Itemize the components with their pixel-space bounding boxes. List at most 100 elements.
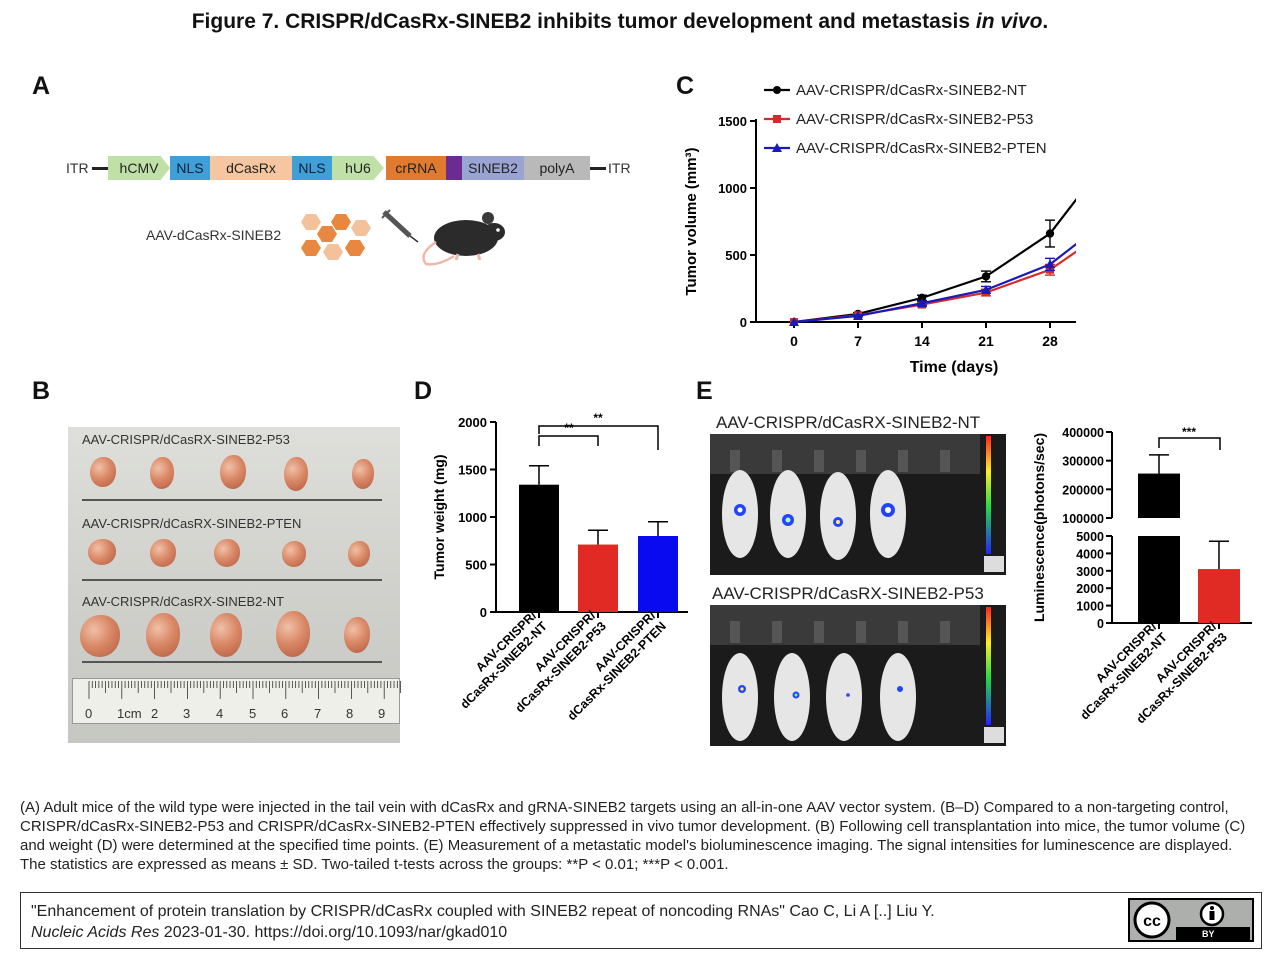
y-tick-label: 500 xyxy=(465,558,487,573)
y-tick-label: 0 xyxy=(480,605,487,620)
legend-label: AAV-CRISPR/dCasRx-SINEB2-NT xyxy=(796,82,1027,99)
significance-label: ** xyxy=(593,411,603,425)
panel-a-label: A xyxy=(32,72,51,100)
y-tick-label: 1500 xyxy=(718,114,747,129)
ruler-label: 9 xyxy=(378,706,386,721)
tumor xyxy=(150,539,176,567)
citation-journal: Nucleic Acids Res xyxy=(31,924,160,941)
hu6-element: hU6 xyxy=(332,156,384,180)
x-tick-label: 0 xyxy=(790,333,798,349)
x-tick-label: 28 xyxy=(1042,333,1058,349)
citation-box: "Enhancement of protein translation by C… xyxy=(20,892,1262,949)
ruler-label: 2 xyxy=(151,706,159,721)
mouse-imaging-graphic xyxy=(710,605,1004,743)
y-axis-title: Tumor weight (mg) xyxy=(431,455,447,580)
citation-title: "Enhancement of protein translation by C… xyxy=(31,903,935,920)
row-divider xyxy=(82,579,382,581)
tumor xyxy=(220,455,246,489)
legend-label: AAV-CRISPR/dCasRx-SINEB2-PTEN xyxy=(796,140,1047,157)
sineb2-element: SINEB2 xyxy=(462,156,524,180)
ruler-label: 7 xyxy=(314,706,322,721)
x-tick-label: 14 xyxy=(914,333,930,349)
aav-particles-icon xyxy=(301,214,371,260)
tumor xyxy=(150,457,174,489)
bar xyxy=(1198,569,1240,623)
tumor xyxy=(88,539,116,565)
significance-label: *** xyxy=(1182,425,1196,439)
y-tick-label: 2000 xyxy=(1076,582,1104,596)
itr-left: ITR xyxy=(66,160,89,176)
x-axis-title: Time (days) xyxy=(910,359,999,376)
tumor xyxy=(90,457,116,487)
linker-element xyxy=(446,156,462,180)
y-tick-label: 0 xyxy=(740,315,747,330)
ruler-ticks xyxy=(88,681,401,699)
tumor xyxy=(282,541,306,567)
bar xyxy=(1138,536,1180,623)
vector-label: AAV-dCasRx-SINEB2 xyxy=(146,227,282,243)
ruler-label: 3 xyxy=(183,706,191,721)
y-tick-label: 100000 xyxy=(1062,512,1104,526)
tumor xyxy=(352,459,374,489)
panel-e-label: E xyxy=(696,377,713,405)
ruler-label: 1cm xyxy=(117,706,142,721)
data-point xyxy=(917,298,927,308)
mouse-icon xyxy=(422,212,505,266)
nls-element-1: NLS xyxy=(170,156,210,180)
row-divider xyxy=(82,499,382,501)
ruler-label: 4 xyxy=(216,706,224,721)
y-tick-label: 500 xyxy=(725,248,747,263)
y-tick-label: 1000 xyxy=(718,181,747,196)
tumor xyxy=(210,613,242,657)
y-tick-label: 300000 xyxy=(1062,455,1104,469)
itr-right-line xyxy=(590,167,606,170)
data-point xyxy=(853,310,863,320)
y-tick-label: 400000 xyxy=(1062,426,1104,440)
row-label-p53: AAV-CRISPR/dCasRX-SINEB2-P53 xyxy=(82,432,290,447)
license-type: BY xyxy=(1202,929,1215,939)
y-tick-label: 5000 xyxy=(1076,530,1104,544)
cc-by-badge[interactable]: cc BY xyxy=(1128,898,1254,942)
svg-text:cc: cc xyxy=(1143,913,1161,930)
x-tick-label: 7 xyxy=(854,333,862,349)
bioluminescence-image-nt xyxy=(710,434,1006,575)
tumor xyxy=(348,541,370,567)
citation-source: Nucleic Acids Res 2023-01-30. https://do… xyxy=(31,922,1251,943)
y-axis-title: Luminescence(photons/sec) xyxy=(1031,433,1047,622)
tumor xyxy=(80,615,120,657)
data-point xyxy=(917,293,927,303)
imaging-label-nt: AAV-CRISPR/dCasRX-SINEB2-NT xyxy=(716,413,981,432)
luminescence-chart: 100000 200000 300000 400000 0 1000 2000 3000 400… xyxy=(1031,425,1252,726)
panel-d-label: D xyxy=(414,377,433,405)
bar xyxy=(1138,473,1180,518)
significance-bracket xyxy=(1158,437,1221,450)
citation-date-doi[interactable]: 2023-01-30. https://doi.org/10.1093/nar/… xyxy=(159,924,508,941)
figure-title: Figure 7. CRISPR/dCasRx-SINEB2 inhibits … xyxy=(191,10,1049,33)
legend-marker xyxy=(773,86,781,94)
ruler-label: 0 xyxy=(85,706,93,721)
cc-license-icon: cc xyxy=(1133,901,1250,940)
ruler: 0 1cm 2 3 4 5 6 7 8 9 xyxy=(72,678,401,724)
ruler-label: 6 xyxy=(281,706,289,721)
polya-element: polyA xyxy=(524,156,590,180)
tumor xyxy=(344,617,370,653)
figure-caption: (A) Adult mice of the wild type were inj… xyxy=(20,799,1246,873)
series-line xyxy=(793,250,1076,324)
y-axis-title: Tumor volume (mm³) xyxy=(683,147,700,295)
nls-element-2: NLS xyxy=(292,156,332,180)
panel-c-label: C xyxy=(676,72,695,100)
crrna-element: crRNA xyxy=(386,156,446,180)
significance-bracket xyxy=(538,425,659,450)
legend-label: AAV-CRISPR/dCasRx-SINEB2-P53 xyxy=(796,111,1033,128)
tumor xyxy=(214,539,240,567)
row-label-pten: AAV-CRISPR/dCasRX-SINEB2-PTEN xyxy=(82,516,302,531)
tumor xyxy=(284,457,308,491)
dcasrx-element: dCasRx xyxy=(210,156,292,180)
legend-marker xyxy=(772,143,782,152)
imaging-label-p53: AAV-CRISPR/dCasRX-SINEB2-P53 xyxy=(712,584,984,603)
tumor-volume-chart: 0500100015000714212835Time (days)Tumor v… xyxy=(683,82,1076,376)
itr-left-line xyxy=(92,167,110,170)
bar xyxy=(519,484,559,612)
row-divider xyxy=(82,661,382,663)
